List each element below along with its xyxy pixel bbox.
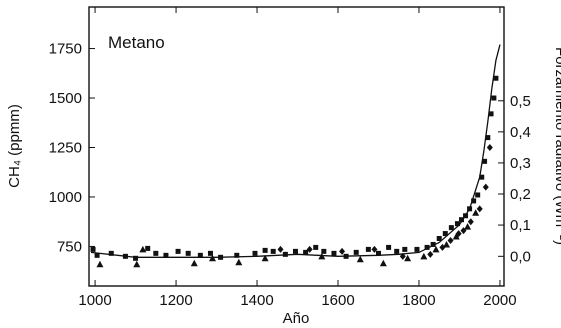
data-point-square [331, 250, 337, 256]
data-point-square [145, 245, 151, 251]
data-point-diamond [427, 250, 434, 258]
data-point-diamond [439, 243, 446, 251]
data-point-triangle [208, 254, 216, 262]
y-tick-label: 1750 [49, 41, 82, 58]
data-point-square [394, 248, 400, 254]
data-point-triangle [356, 255, 364, 263]
data-point-square [479, 174, 485, 180]
data-point-square [386, 244, 392, 250]
x-tick-label: 1800 [402, 292, 435, 309]
x-tick-label: 1000 [78, 292, 111, 309]
data-point-square [424, 244, 430, 250]
right-tick-label: 0,4 [510, 124, 531, 141]
data-point-square [234, 252, 240, 258]
data-point-square [163, 252, 169, 258]
y-axis-right-label: Forzamiento radiativo (Wm⁻²) [552, 47, 561, 245]
data-point-square [94, 252, 100, 258]
data-point-square [488, 111, 494, 117]
data-point-square [375, 250, 381, 256]
data-point-triangle [443, 240, 451, 248]
data-point-square [262, 247, 268, 253]
data-point-square [133, 255, 139, 261]
data-point-diamond [306, 245, 313, 253]
data-point-diamond [486, 143, 493, 151]
data-point-square [414, 246, 420, 252]
right-tick-label: 0,1 [510, 217, 531, 234]
data-point-square [442, 231, 448, 237]
data-point-diamond [371, 245, 378, 253]
data-point-triangle [261, 254, 269, 262]
data-point-square [108, 250, 114, 256]
data-point-square [454, 221, 460, 227]
right-tick-label: 0,5 [510, 93, 531, 110]
y-tick-label: 1000 [49, 189, 82, 206]
data-point-square [493, 75, 499, 81]
data-point-square [197, 252, 203, 258]
y-axis-right-ticks: 0,0 0,1 0,2 0,3 0,4 0,5 [498, 93, 531, 265]
data-point-triangle [420, 252, 428, 260]
data-point-triangle [133, 260, 141, 268]
data-point-square [485, 135, 491, 141]
data-point-triangle [139, 245, 147, 253]
x-tick-label: 1400 [240, 292, 273, 309]
y-axis-left-label: CH₄ (ppmm) [6, 104, 23, 188]
data-point-square [90, 246, 96, 252]
right-tick-label: 0,2 [510, 186, 531, 203]
data-point-triangle [432, 245, 440, 253]
y-tick-label: 1500 [49, 90, 82, 107]
right-tick-label: 0,0 [510, 248, 531, 265]
chart-marks [90, 75, 499, 268]
data-point-diamond [447, 236, 454, 244]
data-point-square [252, 250, 258, 256]
data-point-square [482, 158, 488, 164]
data-point-diamond [482, 183, 489, 191]
y-tick-label: 750 [57, 238, 82, 255]
x-axis-ticks: 1000 1200 1400 1600 1800 2000 [78, 7, 517, 309]
data-point-diamond [467, 218, 474, 226]
y-axis-left-ticks: 750 1000 1250 1500 1750 [49, 41, 95, 255]
x-tick-label: 2000 [483, 292, 516, 309]
data-point-triangle [235, 258, 243, 266]
x-axis-label: Año [283, 310, 310, 327]
data-point-square [207, 250, 213, 256]
x-tick-label: 1200 [159, 292, 192, 309]
data-point-square [448, 225, 454, 231]
plot-frame [88, 6, 505, 287]
data-point-square [471, 198, 477, 204]
data-point-square [402, 246, 408, 252]
chart-title: Metano [108, 33, 165, 52]
data-point-diamond [455, 230, 462, 238]
data-point-triangle [464, 223, 472, 230]
data-point-triangle [190, 259, 198, 267]
data-point-triangle [379, 259, 387, 267]
data-point-square [270, 248, 276, 254]
data-point-square [292, 248, 298, 254]
data-point-diamond [339, 247, 346, 255]
data-point-triangle [452, 233, 460, 240]
data-point-square [153, 250, 159, 256]
data-point-triangle [96, 260, 104, 268]
data-point-square [430, 241, 436, 247]
data-point-square [458, 217, 464, 223]
data-point-square [491, 95, 497, 101]
data-point-square [303, 249, 309, 255]
data-point-diamond [460, 227, 467, 235]
data-point-square [365, 246, 371, 252]
data-point-square [321, 248, 327, 254]
data-point-square [475, 192, 481, 198]
data-point-square [436, 236, 442, 242]
data-point-triangle [472, 209, 480, 216]
data-point-square [313, 244, 319, 250]
x-tick-label: 1600 [321, 292, 354, 309]
data-point-triangle [404, 254, 412, 262]
data-point-square [175, 248, 181, 254]
y-tick-label: 1250 [49, 139, 82, 156]
data-point-diamond [277, 245, 284, 253]
right-tick-label: 0,3 [510, 155, 531, 172]
trend-line [90, 44, 501, 258]
data-point-square [185, 250, 191, 256]
data-point-square [353, 249, 359, 255]
data-point-diamond [476, 205, 483, 213]
